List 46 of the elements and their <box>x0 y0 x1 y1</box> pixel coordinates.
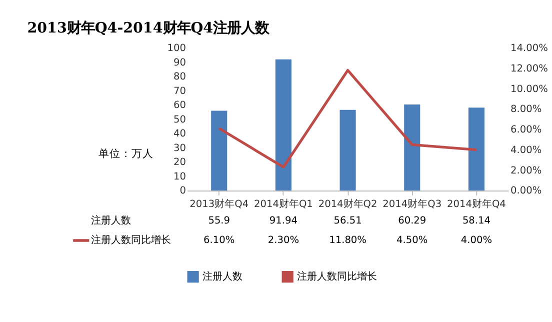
data-label: 56.51 <box>334 216 362 227</box>
y-tick-label: 10 <box>173 171 186 182</box>
bar <box>468 108 484 191</box>
bar <box>340 110 356 191</box>
y2-tick-label: 6.00% <box>510 124 542 136</box>
y-axis-title: 单位：万人 <box>98 146 154 160</box>
data-label: 2.30% <box>268 235 300 246</box>
y-tick-label: 100 <box>167 43 186 54</box>
bar <box>404 104 420 191</box>
y-tick-label: 40 <box>173 128 186 140</box>
x-tick-label: 2013财年Q4 <box>190 198 249 210</box>
x-tick-label: 2014财年Q2 <box>318 198 378 210</box>
data-label: 58.14 <box>462 216 490 227</box>
chart-title: 2013财年Q4-2014财年Q4注册人数 <box>27 20 270 37</box>
legend-label: 注册人数同比增长 <box>90 234 171 246</box>
legend-label: 注册人数 <box>202 270 242 283</box>
text: 注册人数同比增长 <box>296 272 377 283</box>
data-label: 4.50% <box>396 235 428 246</box>
data-label: 11.80% <box>329 235 366 246</box>
y-tick-label: 50 <box>173 114 186 126</box>
y-tick-label: 80 <box>173 72 186 83</box>
data-label: 6.10% <box>204 235 235 246</box>
x-tick-label: 2014财年Q3 <box>382 198 442 210</box>
y2-tick-label: 10.00% <box>510 84 548 95</box>
y2-tick-label: 0.00% <box>510 186 542 197</box>
y-tick-label: 20 <box>173 157 186 168</box>
y-tick-label: 60 <box>173 100 186 112</box>
x-tick-label: 2014财年Q1 <box>254 198 313 210</box>
text: 注册人数 <box>90 216 131 227</box>
y2-tick-label: 12.00% <box>510 63 548 74</box>
y2-tick-label: 8.00% <box>510 104 542 116</box>
data-label: 60.29 <box>398 216 426 227</box>
bar <box>211 110 228 191</box>
y-tick-label: 30 <box>173 142 186 154</box>
data-label: 91.94 <box>269 216 298 227</box>
y2-tick-label: 4.00% <box>510 144 542 156</box>
data-label: 55.9 <box>208 216 230 227</box>
y-tick-label: 0 <box>180 186 186 197</box>
y2-tick-label: 14.00% <box>510 43 548 54</box>
line-series <box>218 68 478 168</box>
data-label: 4.00% <box>460 235 492 246</box>
x-tick-label: 2014财年Q4 <box>447 198 506 210</box>
bar <box>275 59 292 191</box>
y2-tick-label: 2.00% <box>510 165 542 176</box>
y-tick-label: 70 <box>173 86 186 97</box>
y-tick-label: 90 <box>173 57 186 68</box>
